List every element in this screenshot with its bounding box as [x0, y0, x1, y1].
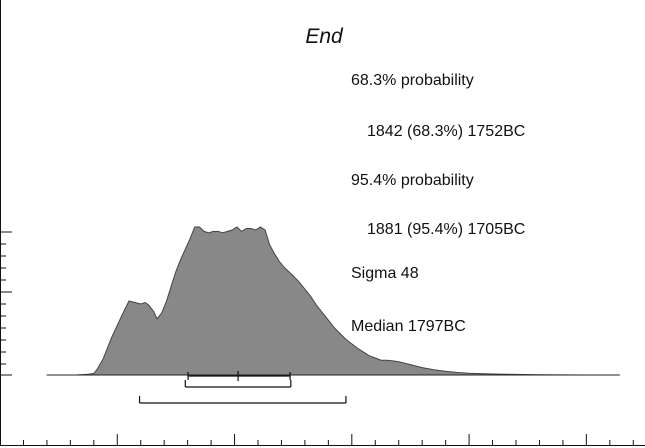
- range-brackets: [138, 371, 347, 404]
- range-68-label: 1842 (68.3%) 1752BC: [367, 123, 525, 140]
- probability-95-label: 95.4% probability: [351, 172, 474, 189]
- range-95-label: 1881 (95.4%) 1705BC: [367, 221, 525, 238]
- median-label: Median 1797BC: [351, 318, 466, 335]
- density-layer: [46, 226, 620, 376]
- density-area-0: [58, 226, 610, 376]
- probability-68-label: 68.3% probability: [351, 72, 474, 89]
- sigma-label: Sigma 48: [351, 265, 419, 282]
- chart-title: End: [305, 25, 344, 48]
